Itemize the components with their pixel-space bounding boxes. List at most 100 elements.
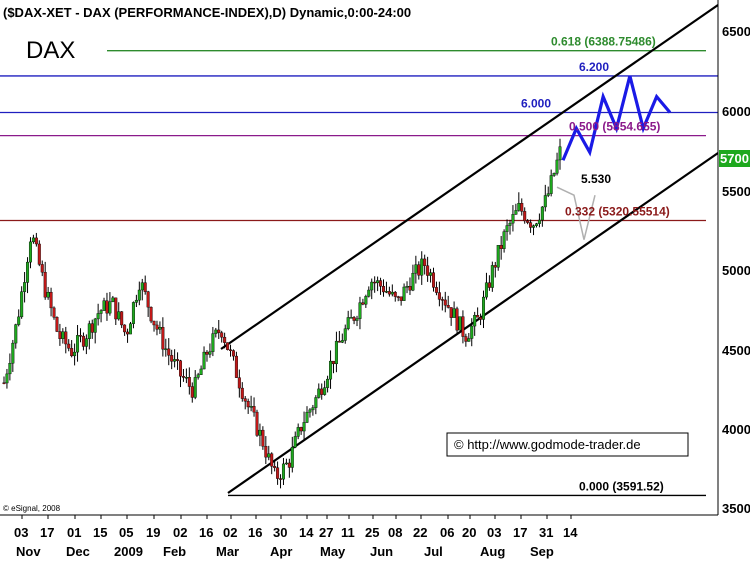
candle-body xyxy=(355,318,359,321)
x-tick-label: 03 xyxy=(14,525,28,540)
candle-body xyxy=(293,436,297,448)
candle-body xyxy=(470,325,474,339)
x-tick-label: 19 xyxy=(146,525,160,540)
candle-body xyxy=(61,331,65,339)
x-month-label: Sep xyxy=(530,544,554,559)
candle-body xyxy=(526,220,530,223)
x-month-label: Jul xyxy=(424,544,443,559)
candle-body xyxy=(81,335,85,347)
candle-body xyxy=(361,302,365,305)
candle-body xyxy=(534,223,538,226)
candle-body xyxy=(87,323,91,339)
candle-body xyxy=(393,291,397,297)
candle-body xyxy=(446,305,450,308)
candle-body xyxy=(90,323,94,333)
level-label: 0.500 (5854.655) xyxy=(569,120,660,134)
candle-body xyxy=(432,272,436,288)
candle-body xyxy=(105,300,109,314)
candle-body xyxy=(464,336,468,342)
x-tick-label: 16 xyxy=(199,525,213,540)
candle-body xyxy=(408,285,412,291)
candle-body xyxy=(258,429,262,436)
candle-body xyxy=(93,318,97,333)
candle-body xyxy=(117,311,121,320)
candle-body xyxy=(329,360,333,380)
candles xyxy=(2,138,562,489)
candle-body xyxy=(373,281,377,284)
candle-body xyxy=(302,422,306,432)
candle-body xyxy=(170,355,174,362)
candle-body xyxy=(440,299,444,301)
y-tick-label: 5500 xyxy=(722,184,750,199)
candle-body xyxy=(55,317,59,332)
candle-body xyxy=(499,245,503,249)
candle-body xyxy=(255,411,259,436)
candle-body xyxy=(296,427,300,437)
x-tick-label: 05 xyxy=(119,525,133,540)
candle-body xyxy=(208,351,212,355)
candle-body xyxy=(311,407,315,411)
candle-body xyxy=(523,211,527,222)
candle-body xyxy=(176,359,180,361)
level-label: 5.530 xyxy=(581,172,611,186)
candle-body xyxy=(217,329,221,333)
level-label: 0.332 (5320.55514) xyxy=(565,205,670,219)
candle-body xyxy=(205,351,209,355)
candle-body xyxy=(229,349,233,351)
candle-body xyxy=(11,342,15,364)
candle-body xyxy=(34,237,38,245)
candle-body xyxy=(99,310,103,314)
instrument-label: DAX xyxy=(26,37,75,64)
candle-body xyxy=(281,463,285,480)
candle-body xyxy=(467,338,471,342)
candle-body xyxy=(211,333,215,352)
candle-body xyxy=(484,282,488,298)
source-box xyxy=(446,432,689,457)
x-tick-label: 02 xyxy=(173,525,187,540)
candle-body xyxy=(143,282,147,292)
candle-body xyxy=(517,203,521,211)
candle-body xyxy=(70,348,74,357)
candle-body xyxy=(23,282,27,292)
candle-body xyxy=(26,261,30,283)
x-month-label: 2009 xyxy=(114,544,143,559)
y-axis: 6500 6000 5500 5000 4500 4000 3500 xyxy=(722,24,750,516)
candle-body xyxy=(190,386,194,398)
candle-body xyxy=(487,282,491,288)
candle-body xyxy=(340,340,344,343)
candle-body xyxy=(323,387,327,395)
candle-body xyxy=(78,335,82,337)
candle-body xyxy=(529,222,533,228)
x-tick-label: 15 xyxy=(93,525,107,540)
candle-body xyxy=(20,291,24,318)
projections xyxy=(556,75,672,240)
candle-body xyxy=(387,291,391,295)
candle-body xyxy=(226,342,230,350)
candle-body xyxy=(84,338,88,347)
candle-body xyxy=(455,308,459,331)
candle-body xyxy=(334,340,338,365)
candle-body xyxy=(308,409,312,413)
projection-path-grey xyxy=(556,186,596,240)
candle-body xyxy=(199,368,203,375)
candle-body xyxy=(114,297,118,320)
candle-body xyxy=(352,317,356,321)
candle-body xyxy=(493,265,497,268)
candle-body xyxy=(137,289,141,301)
candle-body xyxy=(181,376,185,378)
candle-body xyxy=(279,478,283,480)
source-url: © http://www.godmode-trader.de xyxy=(454,437,641,452)
candle-body xyxy=(558,146,562,161)
candle-body xyxy=(461,316,465,337)
current-price-badge xyxy=(719,150,750,167)
candle-body xyxy=(299,427,303,432)
trend-channel xyxy=(220,4,719,494)
candle-body xyxy=(52,307,56,318)
candle-body xyxy=(537,219,541,224)
x-tick-label: 03 xyxy=(487,525,501,540)
candle-body xyxy=(290,446,294,468)
candle-body xyxy=(43,271,47,298)
candle-body xyxy=(14,324,18,344)
x-tick-label: 06 xyxy=(440,525,454,540)
candle-body xyxy=(264,446,268,458)
